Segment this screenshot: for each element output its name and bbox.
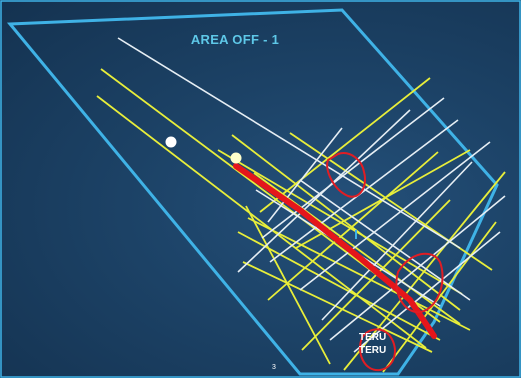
yellow-line <box>245 205 331 365</box>
white-lines-nw-se <box>117 37 471 307</box>
map-title: AREA OFF - 1 <box>190 32 280 47</box>
well-point <box>165 136 177 148</box>
white-line <box>353 231 501 353</box>
yellow-line <box>343 171 506 371</box>
well-point <box>230 152 242 164</box>
red-marker-circle <box>326 152 366 198</box>
yellow-line <box>242 261 433 353</box>
red-marker-circle <box>395 252 444 314</box>
white-line <box>267 127 343 223</box>
yellow-line <box>231 134 461 311</box>
yellow-line <box>217 149 463 295</box>
page-number: 3 <box>272 364 276 371</box>
white-lines-ne-sw <box>237 97 506 353</box>
white-line <box>261 97 445 239</box>
location-label: TERU <box>359 345 387 356</box>
white-line <box>269 119 459 263</box>
yellow-line <box>237 231 441 341</box>
white-line <box>117 37 461 249</box>
location-label: TERU <box>359 332 387 343</box>
yellow-line <box>253 172 461 325</box>
red-marker-circle <box>359 328 396 372</box>
yellow-line <box>382 221 497 373</box>
white-line <box>329 195 506 341</box>
white-line <box>299 141 491 291</box>
yellow-line <box>259 77 431 213</box>
yellow-line <box>96 95 427 349</box>
yellow-line <box>289 132 493 271</box>
blue-marker <box>355 230 357 239</box>
yellow-line <box>267 151 439 301</box>
yellow-line <box>247 217 471 331</box>
white-line <box>321 161 473 321</box>
yellow-line <box>295 149 471 249</box>
area-boundary <box>6 8 499 376</box>
